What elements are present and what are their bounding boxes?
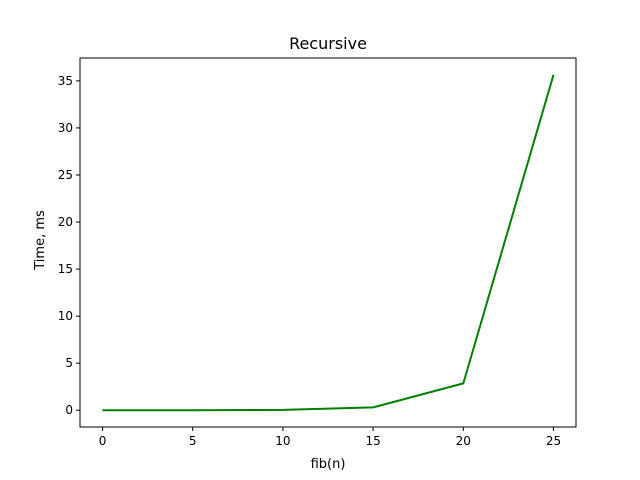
x-tick-label: 10 bbox=[275, 434, 290, 448]
x-tick-label: 15 bbox=[365, 434, 380, 448]
x-tick-label: 5 bbox=[189, 434, 197, 448]
y-tick-label: 10 bbox=[58, 309, 73, 323]
series-line-0 bbox=[102, 74, 555, 412]
y-tick-label: 15 bbox=[58, 262, 73, 276]
y-tick-label: 5 bbox=[65, 356, 73, 370]
y-tick-label: 25 bbox=[58, 168, 73, 182]
plot-area: 0 5 10 15 20 25 0 5 10 15 20 25 30 35 bbox=[58, 57, 577, 448]
x-tick-label: 20 bbox=[456, 434, 471, 448]
y-tick-label: 20 bbox=[58, 215, 73, 229]
x-tick-label: 25 bbox=[546, 434, 561, 448]
axes-frame bbox=[79, 57, 577, 428]
y-tick-label: 35 bbox=[58, 74, 73, 88]
x-axis-label: fib(n) bbox=[311, 457, 346, 472]
chart-title: Recursive bbox=[289, 34, 367, 53]
x-tick-label: 0 bbox=[99, 434, 107, 448]
y-axis-label: Time, ms bbox=[33, 210, 48, 271]
y-tick-label: 0 bbox=[65, 403, 73, 417]
y-tick-label: 30 bbox=[58, 121, 73, 135]
